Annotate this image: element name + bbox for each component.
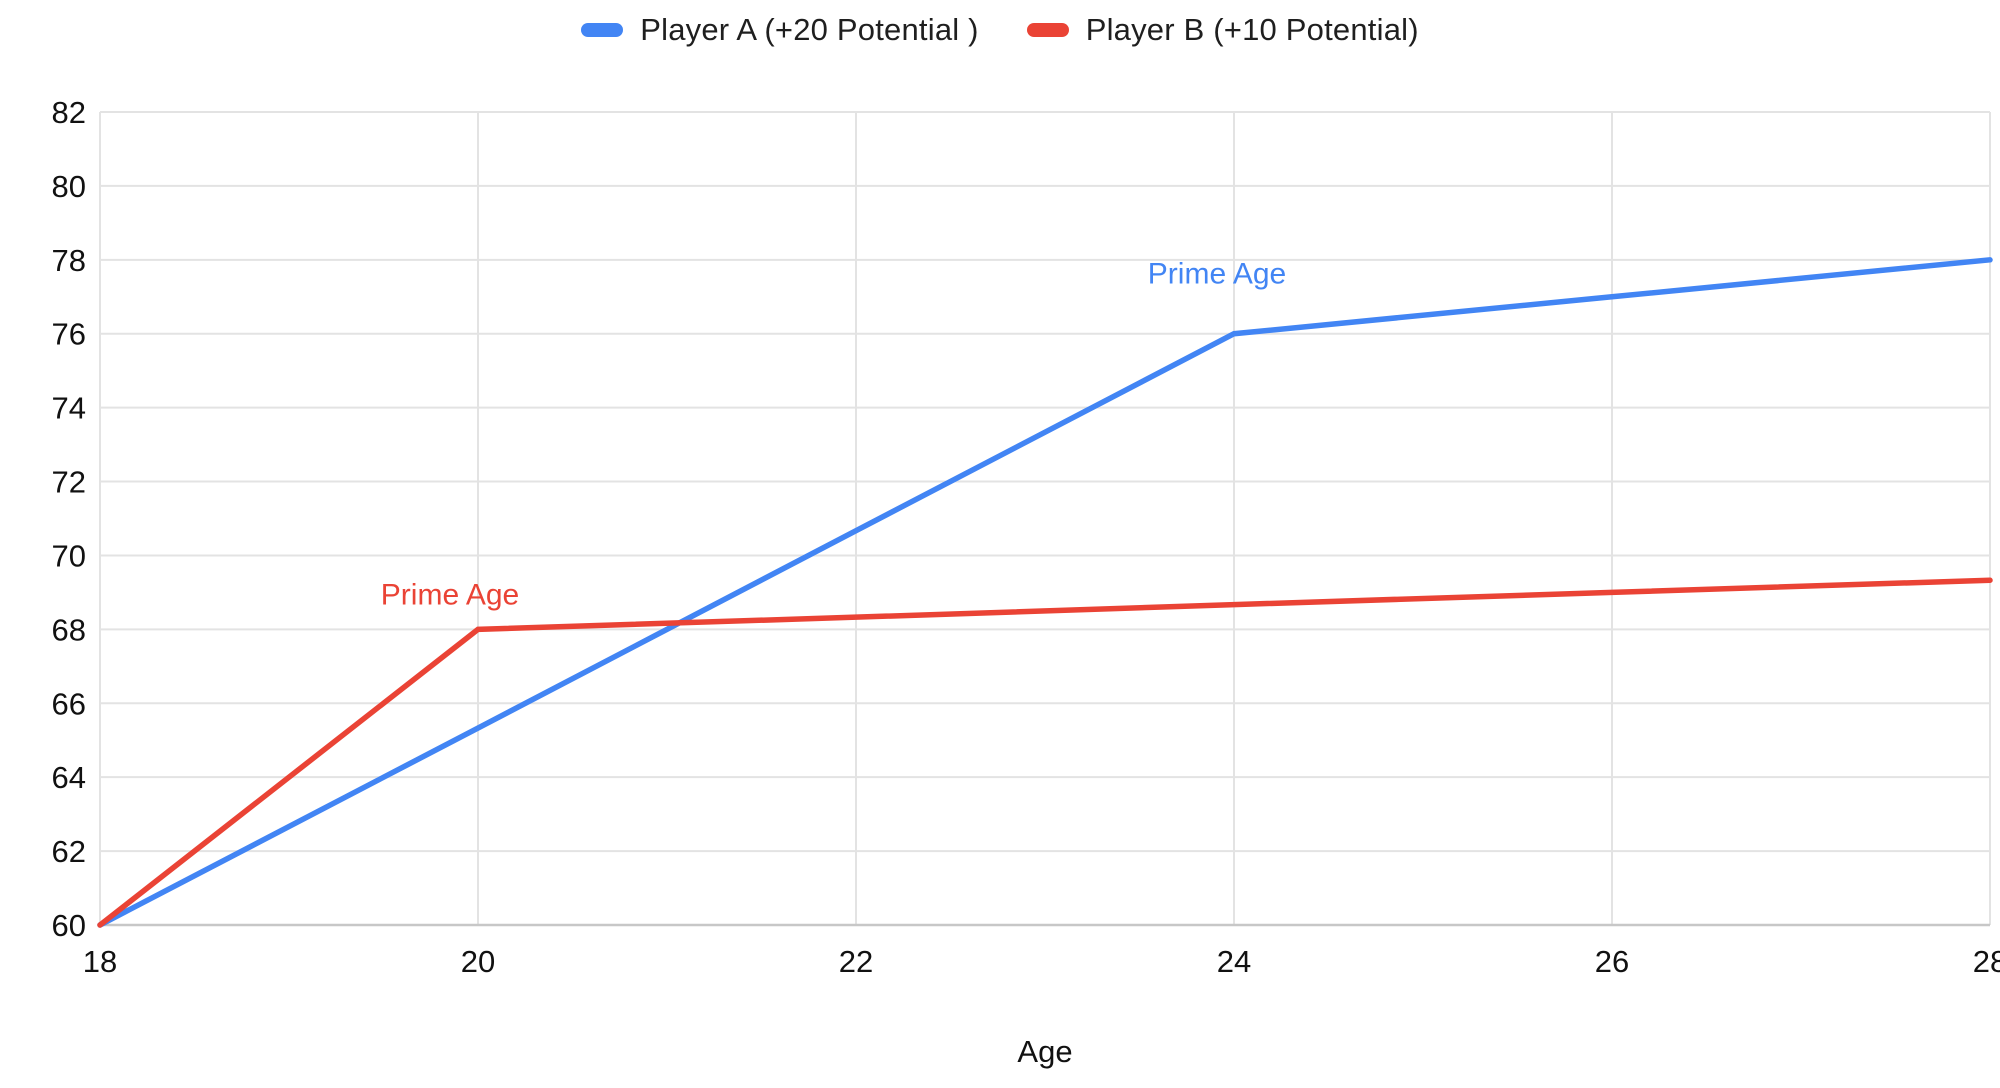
- player-b-swatch: [1026, 23, 1069, 37]
- y-tick-label: 82: [52, 95, 86, 130]
- series-line-player-a: [97, 257, 1993, 928]
- y-tick-label: 80: [52, 169, 86, 204]
- y-tick-label: 64: [52, 760, 86, 795]
- x-axis-title: Age: [1017, 1034, 1072, 1069]
- y-tick-label: 74: [52, 391, 86, 426]
- x-tick-label: 22: [839, 944, 873, 979]
- x-tick-label: 26: [1595, 944, 1629, 979]
- annotation-player-a: Prime Age: [1148, 258, 1286, 291]
- y-tick-label: 72: [52, 465, 86, 500]
- y-tick-label: 66: [52, 686, 86, 721]
- player-a-label: Player A (+20 Potential ): [640, 12, 979, 47]
- chart-legend: Player A (+20 Potential ) Player B (+10 …: [0, 12, 2000, 48]
- y-tick-label: 60: [52, 908, 86, 943]
- x-tick-label: 18: [83, 944, 117, 979]
- series-line-player-b: [97, 577, 1993, 928]
- player-b-label: Player B (+10 Potential): [1085, 12, 1419, 47]
- y-tick-label: 78: [52, 243, 86, 278]
- legend-item-player-a: Player A (+20 Potential ): [581, 12, 978, 48]
- x-tick-label: 28: [1973, 944, 2000, 979]
- x-tick-label: 24: [1217, 944, 1251, 979]
- player-a-swatch: [581, 23, 624, 37]
- y-tick-label: 76: [52, 317, 86, 352]
- legend-item-player-b: Player B (+10 Potential): [1026, 12, 1419, 48]
- annotation-player-b: Prime Age: [381, 578, 519, 611]
- y-tick-label: 70: [52, 538, 86, 573]
- x-tick-label: 20: [461, 944, 495, 979]
- y-tick-label: 62: [52, 834, 86, 869]
- y-tick-label: 68: [52, 612, 86, 647]
